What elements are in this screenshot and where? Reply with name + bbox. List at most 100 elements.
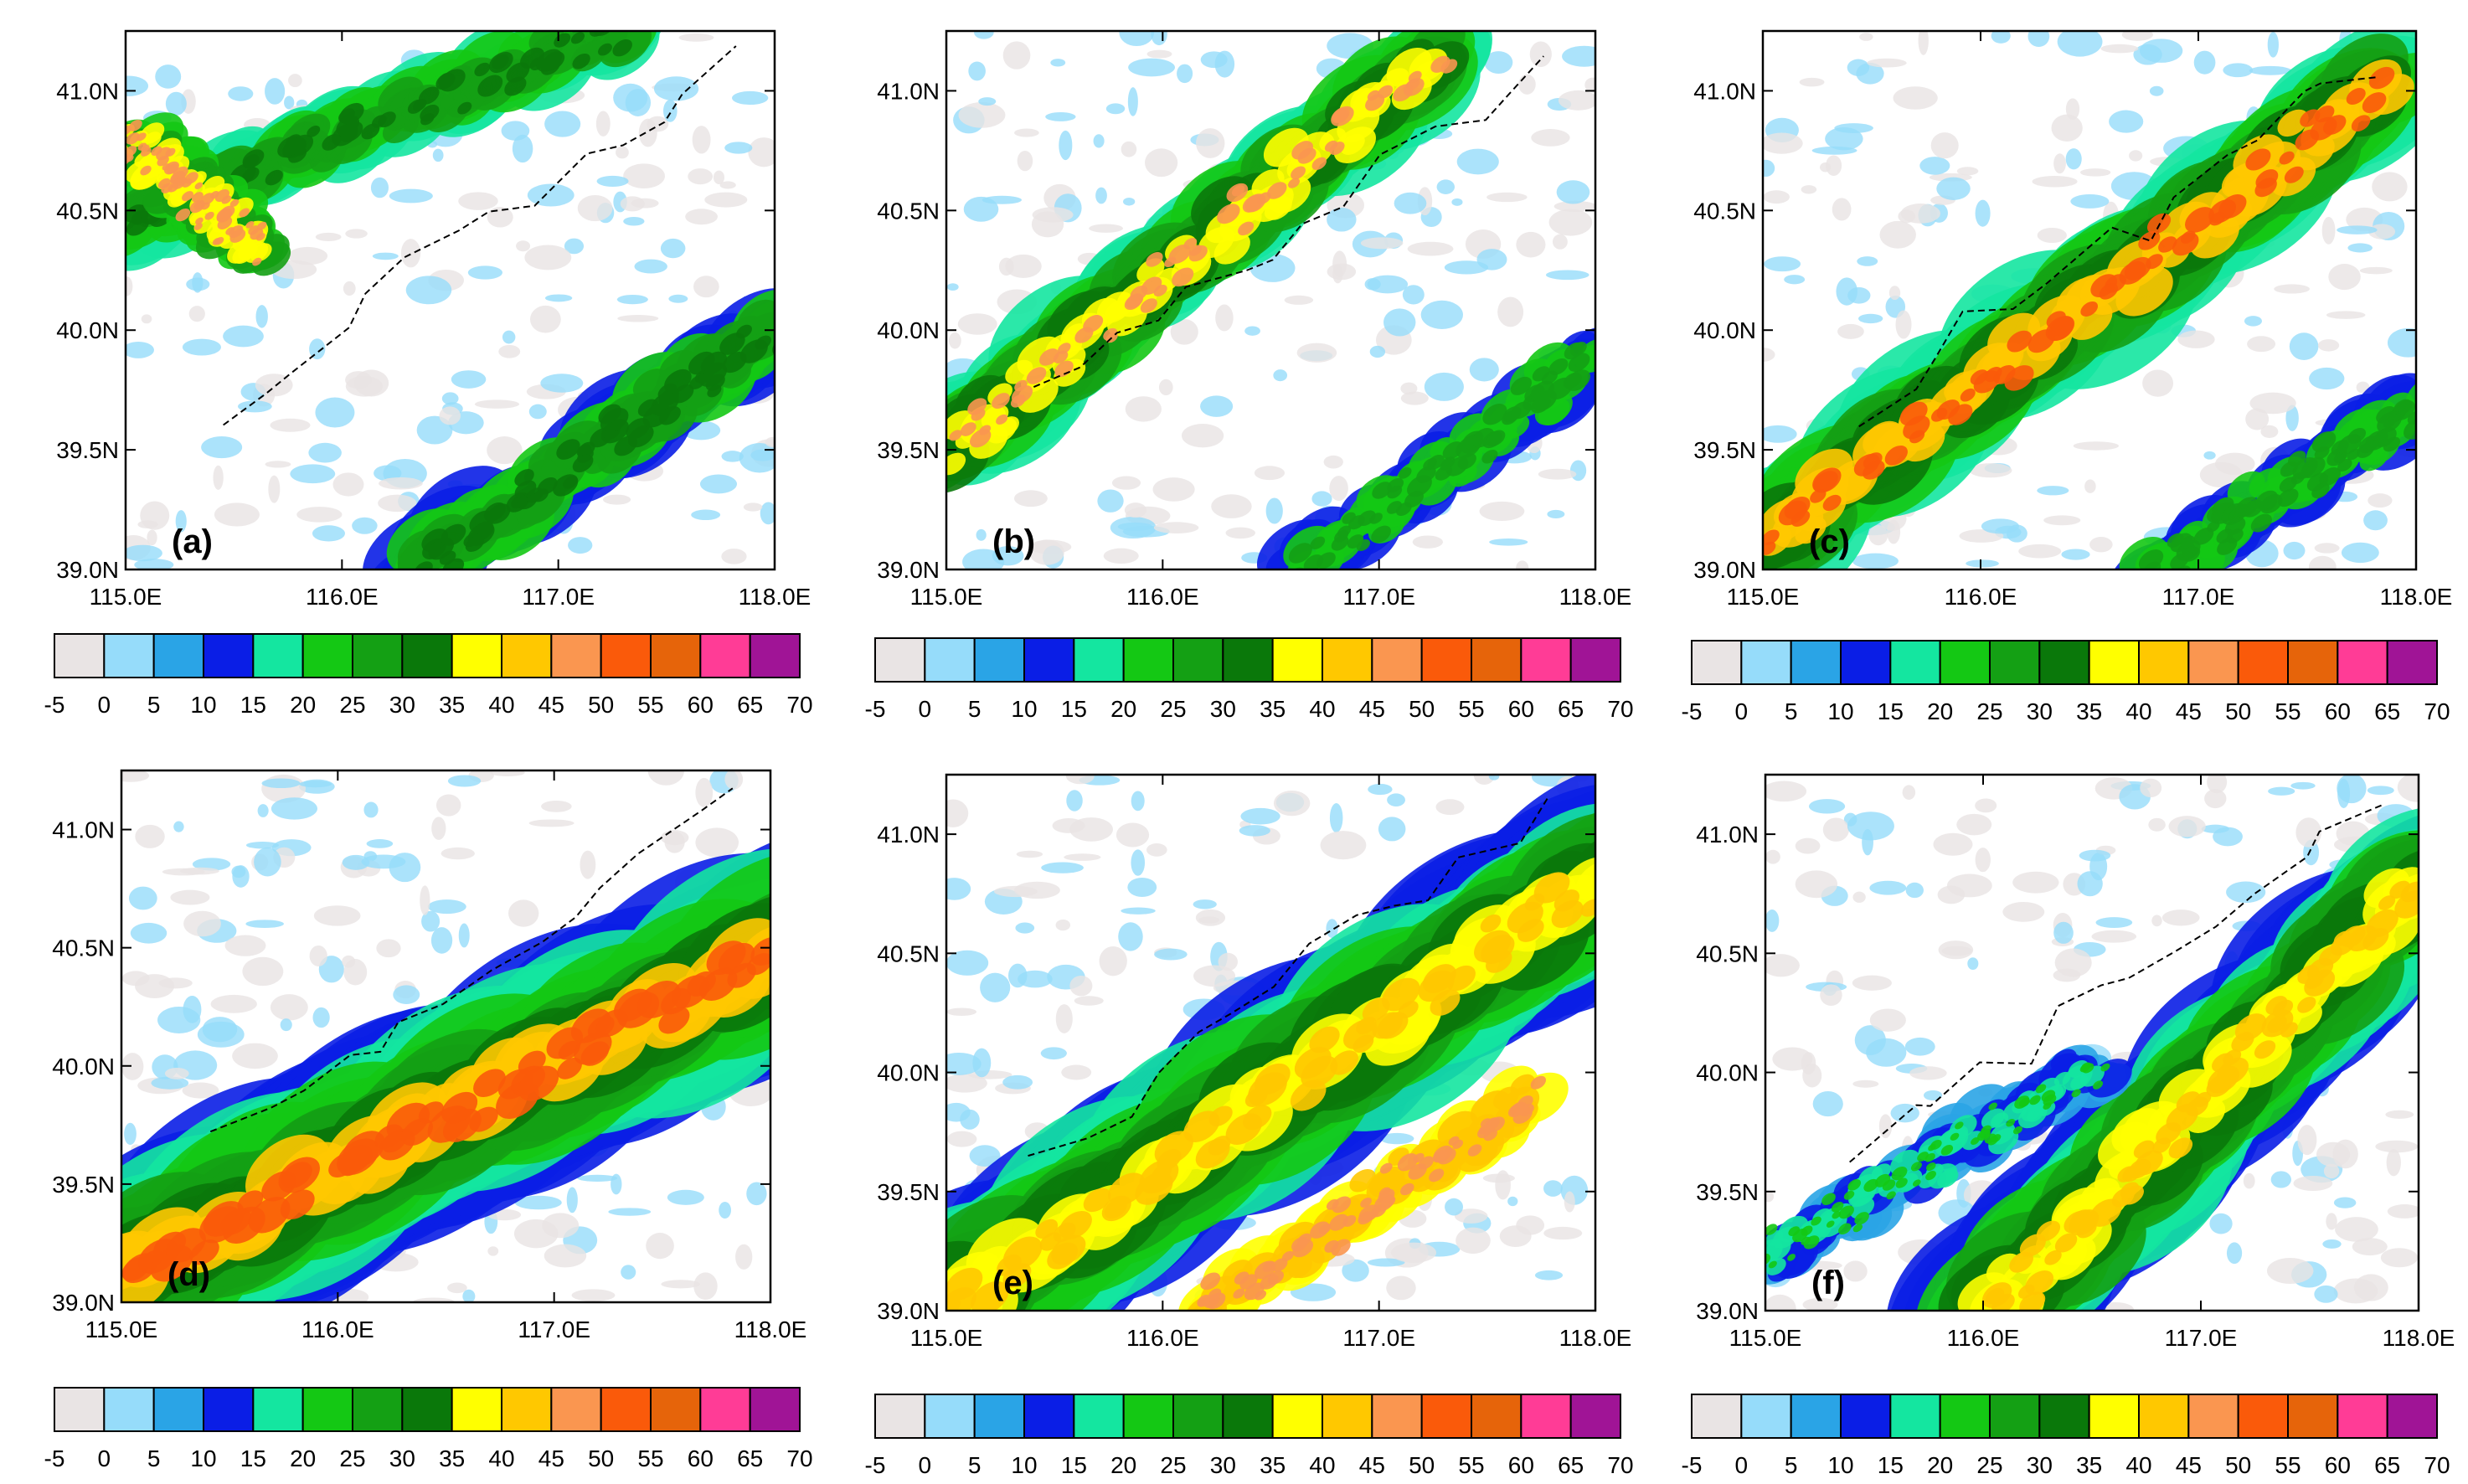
x-tick-label: 118.0E <box>2383 1325 2455 1351</box>
colorbar-swatch <box>1471 1394 1523 1439</box>
colorbar-label: 0 <box>1735 698 1749 724</box>
colorbar-label: 25 <box>1976 698 2002 724</box>
colorbar-label: 10 <box>190 1445 216 1471</box>
map-frame <box>1764 773 2420 1312</box>
y-tick-label: 39.0N <box>1696 1298 1759 1324</box>
x-tick-label: 117.0E <box>1342 584 1415 610</box>
reflectivity-field <box>1765 775 2419 1311</box>
colorbar-swatch <box>973 637 1025 683</box>
colorbar-c: -5 0 5 10 15 20 25 30 35 40 45 50 55 60 65 70 <box>1682 640 2450 724</box>
colorbar-swatch <box>252 633 304 678</box>
colorbar-label: 70 <box>1607 696 1633 722</box>
y-tick-label: 39.0N <box>56 557 119 583</box>
y-tick-label: 39.0N <box>877 557 940 583</box>
colorbar-label: 15 <box>1061 1452 1087 1478</box>
colorbar-label: 45 <box>2176 1452 2202 1478</box>
colorbar-swatch <box>103 1387 155 1432</box>
colorbar-label: 55 <box>2275 698 2301 724</box>
colorbar-label: 65 <box>737 692 763 718</box>
colorbar-swatch <box>600 1387 652 1432</box>
colorbar-swatch <box>2237 640 2290 685</box>
colorbar-label: 25 <box>1160 1452 1186 1478</box>
colorbar-swatch <box>54 1387 106 1432</box>
colorbar-swatch <box>252 1387 304 1432</box>
colorbar-swatch <box>1222 637 1274 683</box>
colorbar-swatch <box>550 633 602 678</box>
map-panel-c: 115.0E 116.0E 117.0E 118.0E 39.0N 39.5N 40.0N 4… <box>1693 29 2452 610</box>
boundary-line <box>209 787 734 1133</box>
colorbar-label: 20 <box>1110 1452 1136 1478</box>
colorbar-swatch <box>2187 1394 2239 1439</box>
y-tick-label: 41.0N <box>877 822 940 848</box>
colorbar-swatch <box>1989 640 2041 685</box>
colorbar-swatch <box>1371 1394 1423 1439</box>
reflectivity-field <box>1763 31 2416 569</box>
colorbar-label: 40 <box>1309 1452 1335 1478</box>
colorbar-label: 50 <box>588 1445 614 1471</box>
colorbar-label: 0 <box>98 1445 111 1471</box>
colorbar-label: -5 <box>44 692 65 718</box>
colorbar-label: 0 <box>919 1452 932 1478</box>
colorbar-swatch <box>1172 637 1224 683</box>
colorbar-swatch <box>2088 640 2141 685</box>
colorbar-label: 60 <box>1508 696 1534 722</box>
colorbar-label: 15 <box>1878 698 1904 724</box>
colorbar-swatch <box>54 633 106 678</box>
x-tick-label: 116.0E <box>1947 1325 2020 1351</box>
colorbar-swatch <box>1122 1394 1174 1439</box>
colorbar-label: 25 <box>339 1445 365 1471</box>
colorbar-swatch <box>2138 1394 2190 1439</box>
colorbar-label: 60 <box>2325 698 2351 724</box>
colorbar-swatch <box>1569 1394 1621 1439</box>
colorbar-label: 70 <box>2424 1452 2450 1478</box>
colorbar-swatch <box>650 633 702 678</box>
colorbar-label: 45 <box>538 1445 564 1471</box>
colorbar-swatch <box>650 1387 702 1432</box>
colorbar-swatch <box>1420 1394 1472 1439</box>
colorbar-label: 60 <box>1508 1452 1534 1478</box>
colorbar-swatch <box>1939 640 1991 685</box>
colorbar-label: 35 <box>439 1445 465 1471</box>
map-frame <box>120 769 772 1304</box>
colorbar-label: 65 <box>2374 698 2400 724</box>
colorbar-swatch <box>451 1387 503 1432</box>
x-tick-label: 115.0E <box>90 584 162 610</box>
x-tick-label: 116.0E <box>301 1317 374 1342</box>
colorbar-label: 55 <box>637 1445 663 1471</box>
colorbar-swatch <box>874 637 926 683</box>
colorbar-d: -5 0 5 10 15 20 25 30 35 40 45 50 55 60 65 70 <box>44 1387 813 1471</box>
reflectivity-field <box>946 775 1595 1311</box>
colorbar-swatch <box>352 633 404 678</box>
colorbar-swatch <box>1222 1394 1274 1439</box>
colorbar-label: 60 <box>2325 1452 2351 1478</box>
colorbar-swatch <box>103 633 155 678</box>
colorbar-swatch <box>301 633 353 678</box>
colorbar-label: 35 <box>1260 1452 1286 1478</box>
colorbar-label: 30 <box>2027 698 2053 724</box>
panel-label: (f) <box>1811 1265 1845 1301</box>
colorbar-label: 55 <box>1458 1452 1484 1478</box>
colorbar-swatch <box>2088 1394 2141 1439</box>
colorbar-swatch <box>874 1394 926 1439</box>
colorbar-swatch <box>1271 637 1323 683</box>
colorbar-a: -5 0 5 10 15 20 25 30 35 40 45 50 55 60 65 70 <box>44 633 813 718</box>
colorbar-swatch <box>2337 1394 2388 1439</box>
colorbar-label: 50 <box>1409 696 1435 722</box>
x-tick-label: 115.0E <box>910 1325 983 1351</box>
x-tick-label: 117.0E <box>2162 584 2235 610</box>
colorbar-label: 30 <box>2027 1452 2053 1478</box>
colorbar-label: 40 <box>2125 698 2151 724</box>
map-panel-d: 115.0E 116.0E 117.0E 118.0E 39.0N 39.5N 40.0N 4… <box>52 769 806 1342</box>
colorbar-label: 70 <box>1607 1452 1633 1478</box>
colorbar-b: -5 0 5 10 15 20 25 30 35 40 45 50 55 60 65 70 <box>865 637 1634 722</box>
colorbar-label: 20 <box>290 692 316 718</box>
y-tick-label: 39.5N <box>877 1179 940 1205</box>
colorbar-swatch <box>1989 1394 2041 1439</box>
boundary-line <box>1849 804 2383 1163</box>
colorbar-swatch <box>2386 1394 2439 1439</box>
colorbar-swatch <box>1740 640 1792 685</box>
colorbar-label: 10 <box>1011 696 1037 722</box>
colorbar-swatch <box>1271 1394 1323 1439</box>
colorbar-label: 20 <box>1927 698 1953 724</box>
reflectivity-field <box>946 31 1595 569</box>
